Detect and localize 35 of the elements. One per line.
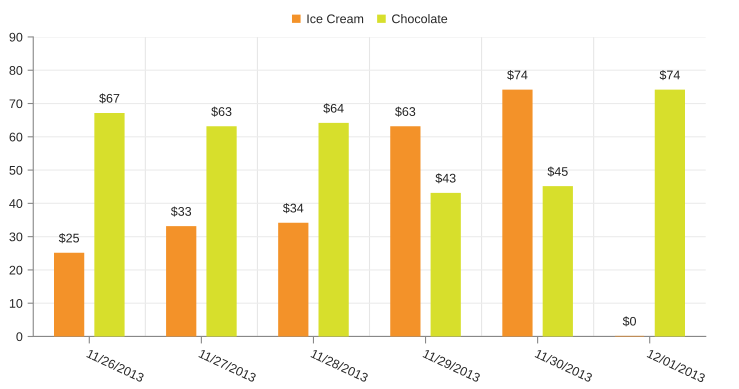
y-tick-label: 60 <box>10 132 22 142</box>
data-label: $43 <box>435 173 456 184</box>
data-label: $0 <box>622 316 636 326</box>
y-tick-label: 90 <box>10 32 22 42</box>
y-tick-label: 10 <box>10 299 22 308</box>
bar <box>166 226 196 336</box>
y-tick-label: 80 <box>9 66 22 75</box>
bar <box>654 90 686 336</box>
legend-label: Ice Cream <box>307 14 364 24</box>
data-label: $34 <box>282 203 304 214</box>
bar <box>318 122 349 336</box>
bar <box>278 222 308 336</box>
bar <box>542 186 573 336</box>
y-tick-label: 40 <box>9 199 22 208</box>
data-label: $25 <box>58 233 80 244</box>
bar <box>502 90 533 336</box>
data-label: $67 <box>99 93 120 104</box>
bar <box>54 252 84 336</box>
y-tick-label: 30 <box>9 232 22 242</box>
data-label: $63 <box>211 106 232 117</box>
data-label: $64 <box>323 103 344 114</box>
y-tick-label: 70 <box>10 99 22 108</box>
data-label: $45 <box>548 166 568 177</box>
bar <box>94 112 125 336</box>
bar <box>390 126 420 336</box>
bar <box>206 126 237 336</box>
legend-label: Chocolate <box>392 14 448 24</box>
y-tick-label: 20 <box>10 266 22 275</box>
data-label: $74 <box>660 70 680 80</box>
bar <box>430 192 461 336</box>
data-label: $63 <box>395 106 416 117</box>
data-label: $33 <box>170 206 192 217</box>
data-label: $74 <box>507 70 528 80</box>
y-tick-label: 50 <box>9 166 22 175</box>
y-tick-label: 0 <box>16 332 22 342</box>
